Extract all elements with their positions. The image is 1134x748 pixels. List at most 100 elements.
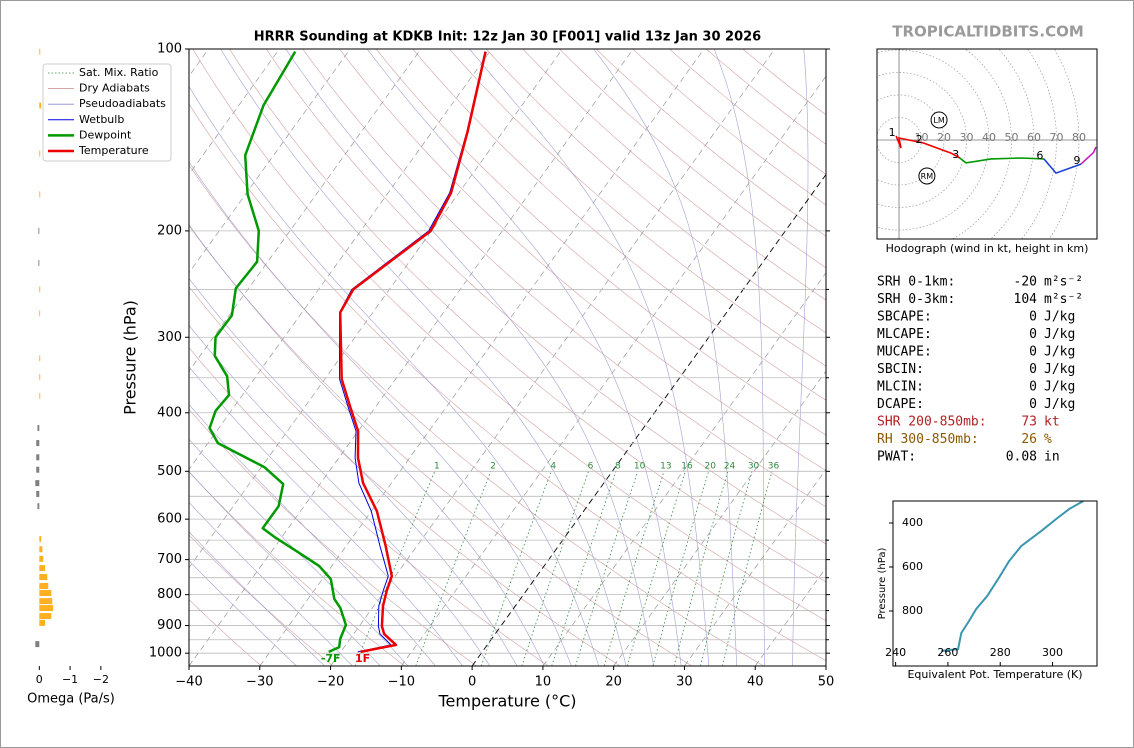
isotherm bbox=[189, 49, 492, 470]
mixing-ratio-label: 6 bbox=[588, 462, 594, 472]
parameter-value: 0 bbox=[1029, 362, 1037, 377]
x-axis-label: Temperature (°C) bbox=[437, 692, 576, 711]
parameter-unit: m²s⁻² bbox=[1044, 292, 1083, 307]
ring-label: 70 bbox=[1050, 131, 1064, 144]
ring-label: 10 bbox=[915, 131, 929, 144]
parameter-label: RH 300-850mb: bbox=[877, 432, 979, 447]
mixing-ratio-line bbox=[652, 471, 709, 666]
parameter-value: 73 bbox=[1021, 415, 1037, 430]
x-tick-label: 240 bbox=[885, 646, 906, 659]
storm-motion-label: RM bbox=[921, 172, 934, 181]
surface-label: -7F bbox=[321, 652, 341, 665]
legend-label: Pseudoadiabats bbox=[79, 97, 166, 110]
dry-adiabat bbox=[229, 49, 826, 583]
mixing-ratio-line bbox=[722, 471, 773, 666]
profile-line bbox=[338, 51, 487, 654]
omega-bar bbox=[36, 490, 40, 497]
pseudoadiabat bbox=[593, 49, 738, 666]
parameter-label: DCAPE: bbox=[877, 397, 924, 412]
theta-e-line bbox=[940, 501, 1084, 652]
omega-bar bbox=[39, 373, 41, 380]
ring-label: 50 bbox=[1005, 131, 1019, 144]
x-tick-label: −20 bbox=[317, 675, 344, 690]
height-label: 6 bbox=[1036, 149, 1043, 162]
y-axis-label: Pressure (hPa) bbox=[877, 548, 888, 620]
legend-label: Dry Adiabats bbox=[79, 82, 150, 95]
legend-label: Wetbulb bbox=[79, 113, 124, 126]
mixing-ratio-label: 13 bbox=[660, 462, 671, 472]
parameter-unit: J/kg bbox=[1044, 397, 1075, 412]
x-tick-label: −30 bbox=[246, 675, 273, 690]
storm-motion-label: LM bbox=[933, 116, 944, 125]
legend-box bbox=[42, 63, 172, 162]
parameter-value: 0 bbox=[1029, 310, 1037, 325]
theta-frame bbox=[892, 500, 1098, 667]
dry-adiabat bbox=[189, 286, 621, 666]
parameter-label: SHR 200-850mb: bbox=[877, 415, 987, 430]
isotherm bbox=[259, 49, 705, 666]
parameter-value: -20 bbox=[1014, 275, 1037, 290]
hodograph-trace bbox=[1043, 158, 1082, 175]
parameter-label: SRH 0-1km: bbox=[877, 275, 955, 290]
parameter-label: SBCAPE: bbox=[877, 310, 932, 325]
omega-bar bbox=[39, 589, 52, 596]
y-tick-label: 1000 bbox=[149, 646, 182, 661]
y-tick-label: 800 bbox=[157, 587, 182, 602]
omega-bar bbox=[35, 641, 40, 648]
legend-label: Dewpoint bbox=[79, 128, 132, 141]
omega-bar bbox=[39, 598, 53, 605]
ring-label: 40 bbox=[982, 131, 996, 144]
pseudoadiabat bbox=[366, 49, 682, 666]
dry-adiabat bbox=[265, 49, 826, 545]
legend-label: Sat. Mix. Ratio bbox=[79, 66, 159, 79]
parameter-value: 26 bbox=[1021, 432, 1037, 447]
pseudoadiabat bbox=[189, 403, 436, 666]
plot-area bbox=[1, 49, 826, 666]
mixing-ratio-label: 24 bbox=[724, 462, 736, 472]
dry-adiabat bbox=[189, 408, 477, 666]
dry-adiabat bbox=[1, 49, 46, 666]
parameter-unit: J/kg bbox=[1044, 362, 1075, 377]
pseudoadiabat bbox=[469, 49, 710, 666]
parameter-unit: J/kg bbox=[1044, 310, 1075, 325]
parameter-label: SBCIN: bbox=[877, 362, 924, 377]
x-axis-label: Omega (Pa/s) bbox=[27, 692, 115, 707]
ring-label: 20 bbox=[937, 131, 951, 144]
pseudoadiabat bbox=[220, 49, 627, 666]
pseudoadiabat bbox=[792, 49, 809, 666]
y-tick-label: 200 bbox=[157, 223, 182, 238]
pseudoadiabat bbox=[713, 49, 765, 666]
isotherm bbox=[401, 75, 826, 666]
profile-line bbox=[208, 50, 348, 654]
height-label: 2 bbox=[916, 133, 923, 146]
omega-bar bbox=[38, 227, 40, 234]
dry-adiabat bbox=[485, 49, 826, 334]
parameter-label: MLCAPE: bbox=[877, 327, 932, 342]
hodograph-caption: Hodograph (wind in kt, height in km) bbox=[886, 242, 1089, 255]
y-axis-label: Pressure (hPa) bbox=[121, 300, 140, 415]
hodograph-trace bbox=[959, 157, 1044, 164]
mixing-ratio-line bbox=[551, 471, 617, 666]
ring-label: 60 bbox=[1027, 131, 1041, 144]
omega-bar bbox=[36, 454, 40, 461]
omega-bar bbox=[39, 605, 54, 612]
mixing-ratio-label: 36 bbox=[768, 462, 780, 472]
dry-adiabat bbox=[189, 534, 334, 666]
pseudoadiabat bbox=[189, 366, 463, 666]
isotherm bbox=[189, 49, 422, 372]
y-tick-label: 600 bbox=[902, 560, 923, 573]
dry-adiabat bbox=[189, 103, 826, 662]
parameter-value: 0 bbox=[1029, 327, 1037, 342]
parameter-value: 0 bbox=[1029, 380, 1037, 395]
omega-bar bbox=[39, 574, 48, 581]
pseudoadiabat bbox=[285, 49, 654, 666]
mixing-ratio-line bbox=[521, 471, 589, 666]
omega-bar bbox=[38, 259, 40, 266]
omega-bar bbox=[36, 466, 40, 473]
mixing-ratio-line bbox=[603, 471, 665, 666]
isotherm bbox=[189, 49, 634, 666]
parameter-label: MUCAPE: bbox=[877, 345, 932, 360]
isotherm bbox=[825, 665, 826, 666]
pseudoadiabat bbox=[189, 224, 545, 666]
